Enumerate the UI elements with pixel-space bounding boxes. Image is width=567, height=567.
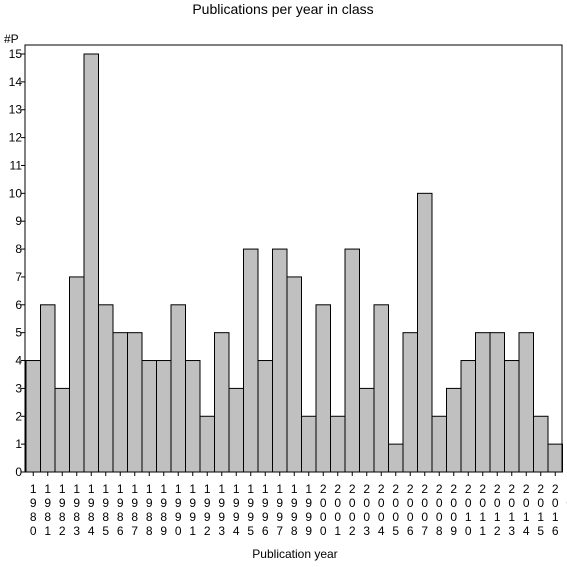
- bar-1987: [127, 332, 143, 473]
- bar-1989: [156, 360, 172, 473]
- bar-2005: [388, 443, 404, 473]
- bar-2015: [533, 415, 549, 473]
- y-tick-label: 0: [15, 465, 22, 479]
- y-tick-label: 4: [15, 354, 22, 368]
- y-tick-label: 9: [15, 214, 22, 228]
- bar-2013: [504, 360, 520, 473]
- bar-1988: [141, 360, 157, 473]
- bar-1998: [286, 276, 302, 473]
- bar-1980: [25, 360, 41, 473]
- bar-1981: [40, 304, 56, 473]
- bar-1993: [214, 332, 230, 473]
- bar-2007: [417, 192, 433, 473]
- bar-1991: [185, 360, 201, 473]
- y-tick-label: 1: [15, 437, 22, 451]
- bar-1999: [301, 415, 317, 473]
- bar-1994: [228, 387, 244, 473]
- y-tick-label: 3: [15, 381, 22, 395]
- bar-1995: [243, 248, 259, 473]
- y-tick-label: 10: [9, 186, 23, 200]
- bars-group: [25, 53, 563, 473]
- bar-2016: [547, 443, 563, 473]
- bar-2002: [344, 248, 360, 473]
- y-tick-label: 11: [10, 158, 23, 172]
- bar-1984: [83, 53, 99, 473]
- x-axis-label: Publication year: [252, 547, 337, 561]
- bar-2012: [489, 332, 505, 473]
- y-tick-label: 5: [15, 326, 22, 340]
- bar-2009: [446, 387, 462, 473]
- y-tick-label: 2: [15, 409, 22, 423]
- bar-2003: [359, 387, 375, 473]
- bar-2006: [402, 332, 418, 473]
- bar-2001: [330, 415, 346, 473]
- plot-frame: [24, 44, 563, 473]
- y-tick-label: 6: [15, 298, 22, 312]
- bar-1985: [98, 304, 114, 473]
- y-tick-label: 12: [9, 131, 23, 145]
- bar-1996: [257, 360, 273, 473]
- bar-1997: [272, 248, 288, 473]
- bar-2008: [431, 415, 447, 473]
- chart-title: Publications per year in class: [192, 1, 373, 17]
- bar-1986: [112, 332, 128, 473]
- bar-2011: [475, 332, 491, 473]
- y-tick-label: 7: [15, 270, 22, 284]
- x-ticks-group: 1 9 8 0 1 9 8 1 1 9 8 2 1 9 8 3 1 9 8 4 1 9 8 5 1 9 8 6 1 9 8 7 1 9 8 8 1 9 8 9…: [30, 472, 567, 538]
- bar-2004: [373, 304, 389, 473]
- bar-1992: [199, 415, 215, 473]
- y-tick-label: 8: [15, 242, 22, 256]
- y-tick-label: 14: [9, 75, 23, 89]
- y-axis-label: #P: [4, 32, 19, 46]
- bar-2000: [315, 304, 331, 473]
- bar-2014: [518, 332, 534, 473]
- y-tick-label: 13: [9, 103, 23, 117]
- bar-1990: [170, 304, 186, 473]
- y-tick-label: 15: [9, 47, 23, 61]
- bar-1982: [54, 387, 70, 473]
- bar-1983: [69, 276, 85, 473]
- bar-2010: [460, 360, 476, 473]
